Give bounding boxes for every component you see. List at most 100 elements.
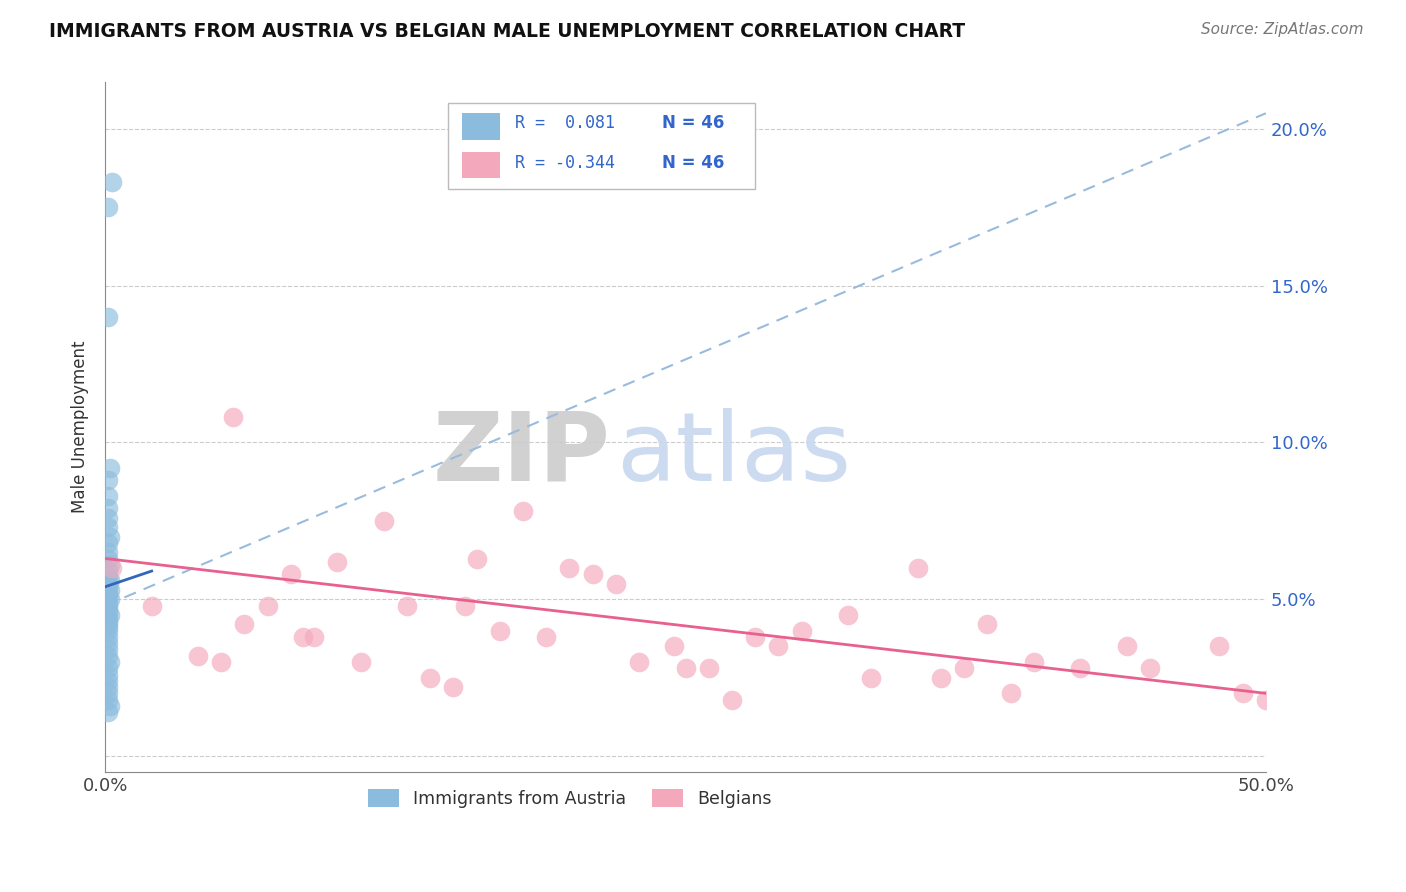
Point bbox=[256, 599, 278, 613]
Point bbox=[98, 698, 121, 713]
Text: IMMIGRANTS FROM AUSTRIA VS BELGIAN MALE UNEMPLOYMENT CORRELATION CHART: IMMIGRANTS FROM AUSTRIA VS BELGIAN MALE … bbox=[49, 22, 966, 41]
Point bbox=[96, 686, 118, 700]
Point bbox=[96, 605, 118, 619]
Point bbox=[233, 617, 256, 632]
Point bbox=[96, 620, 118, 634]
Point bbox=[96, 200, 118, 214]
Text: N = 46: N = 46 bbox=[662, 114, 724, 132]
Point bbox=[1069, 661, 1091, 675]
Text: N = 46: N = 46 bbox=[662, 154, 724, 172]
Point bbox=[96, 661, 118, 675]
Bar bbox=[461, 113, 501, 140]
Point bbox=[1139, 661, 1161, 675]
Point bbox=[96, 673, 118, 688]
Point bbox=[96, 630, 118, 644]
Point bbox=[454, 599, 477, 613]
Point bbox=[489, 624, 512, 638]
Point bbox=[96, 705, 118, 719]
Point bbox=[419, 671, 441, 685]
Point bbox=[628, 655, 651, 669]
Point bbox=[1115, 640, 1137, 654]
Point bbox=[101, 561, 124, 575]
Point bbox=[558, 561, 581, 575]
Point bbox=[96, 551, 118, 566]
Point bbox=[96, 614, 118, 628]
Text: atlas: atlas bbox=[616, 408, 851, 501]
Point bbox=[98, 574, 121, 588]
Point bbox=[98, 655, 121, 669]
Point bbox=[837, 607, 859, 622]
Point bbox=[1232, 686, 1254, 700]
Point bbox=[96, 624, 118, 638]
Point bbox=[953, 661, 976, 675]
Point bbox=[96, 501, 118, 516]
Point bbox=[96, 545, 118, 559]
Point bbox=[1254, 692, 1277, 706]
Point bbox=[96, 310, 118, 324]
Point bbox=[291, 630, 314, 644]
Point bbox=[675, 661, 697, 675]
Point bbox=[605, 576, 627, 591]
Point bbox=[349, 655, 371, 669]
Point bbox=[96, 692, 118, 706]
Point bbox=[96, 586, 118, 600]
Point bbox=[96, 570, 118, 584]
Legend: Immigrants from Austria, Belgians: Immigrants from Austria, Belgians bbox=[360, 782, 779, 814]
Point bbox=[96, 667, 118, 681]
Point bbox=[441, 680, 464, 694]
Point bbox=[96, 648, 118, 663]
Point bbox=[721, 692, 744, 706]
Point bbox=[187, 648, 209, 663]
Point bbox=[141, 599, 163, 613]
Point bbox=[907, 561, 929, 575]
Point bbox=[582, 567, 605, 582]
Point bbox=[790, 624, 813, 638]
Point bbox=[101, 175, 124, 189]
Point bbox=[98, 607, 121, 622]
Point bbox=[465, 551, 488, 566]
Point bbox=[768, 640, 790, 654]
Bar bbox=[461, 153, 501, 178]
Point bbox=[96, 576, 118, 591]
Point bbox=[96, 536, 118, 550]
Point bbox=[98, 582, 121, 597]
Point bbox=[96, 489, 118, 503]
Point bbox=[98, 460, 121, 475]
Point bbox=[96, 589, 118, 603]
Point bbox=[326, 555, 349, 569]
Point bbox=[976, 617, 998, 632]
Point bbox=[929, 671, 952, 685]
Point bbox=[96, 520, 118, 534]
Point bbox=[860, 671, 883, 685]
Point bbox=[302, 630, 325, 644]
Point bbox=[96, 611, 118, 625]
Text: R = -0.344: R = -0.344 bbox=[515, 154, 614, 172]
Point bbox=[1022, 655, 1045, 669]
Point bbox=[98, 558, 121, 572]
Point bbox=[96, 580, 118, 594]
Point bbox=[395, 599, 418, 613]
Point bbox=[96, 599, 118, 613]
Point bbox=[96, 564, 118, 578]
Point bbox=[280, 567, 302, 582]
Point bbox=[373, 514, 395, 528]
Point bbox=[96, 510, 118, 524]
Point bbox=[512, 504, 534, 518]
Point bbox=[96, 601, 118, 615]
Point bbox=[744, 630, 766, 644]
Point bbox=[1000, 686, 1022, 700]
Point bbox=[662, 640, 685, 654]
Point bbox=[96, 473, 118, 487]
Point bbox=[536, 630, 558, 644]
FancyBboxPatch shape bbox=[447, 103, 755, 189]
Point bbox=[96, 680, 118, 694]
Point bbox=[1208, 640, 1230, 654]
Point bbox=[98, 530, 121, 544]
Point bbox=[209, 655, 232, 669]
Point bbox=[98, 592, 121, 607]
Point bbox=[697, 661, 720, 675]
Point bbox=[96, 617, 118, 632]
Point bbox=[96, 636, 118, 650]
Point bbox=[222, 410, 245, 425]
Point bbox=[96, 642, 118, 657]
